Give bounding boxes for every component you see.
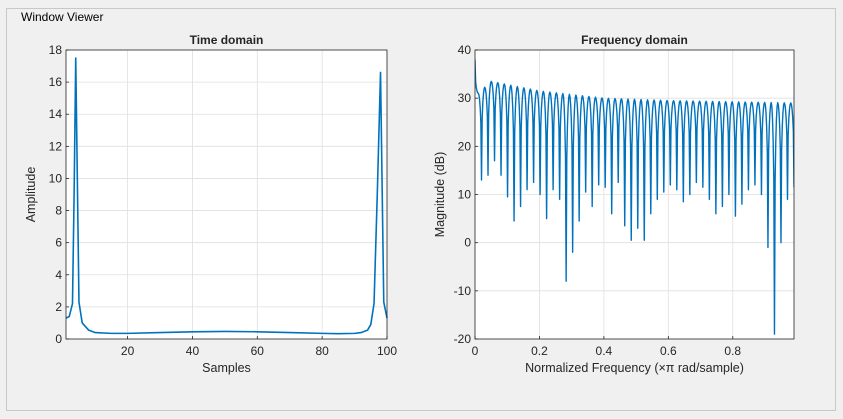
y-tick-label: -20 [454,332,472,346]
y-tick-label: 2 [55,300,62,314]
y-tick-label: -10 [454,284,472,298]
frequency-y-axis-label: Magnitude (dB) [433,152,447,237]
x-tick-label: 20 [121,344,135,358]
time-y-axis-label: Amplitude [24,167,38,223]
x-tick-label: 40 [186,344,200,358]
y-tick-label: 10 [49,171,63,185]
frequency-chart-title: Frequency domain [581,33,688,47]
y-tick-label: 4 [55,268,62,282]
y-tick-label: 0 [464,236,471,250]
y-tick-label: 8 [55,204,62,218]
window-viewer-panel: Window Viewer [6,8,836,411]
y-tick-label: 6 [55,236,62,250]
time-plot-area [66,50,387,339]
y-tick-label: 30 [458,91,472,105]
y-tick-label: 12 [49,139,63,153]
x-tick-label: 0.2 [531,344,548,358]
x-tick-label: 0 [472,344,479,358]
x-tick-label: 60 [251,344,265,358]
y-tick-label: 20 [458,139,472,153]
time-x-axis-label: Samples [202,361,251,375]
time-domain-chart[interactable]: 20 40 60 80 100 0 2 4 6 8 10 12 14 16 18 Time domain Sam… [24,33,397,375]
y-tick-label: 0 [55,332,62,346]
time-domain-series-line [65,57,388,335]
y-tick-label: 14 [49,107,63,121]
y-tick-label: 16 [49,75,63,89]
y-tick-label: 40 [458,43,472,57]
time-axes-box [65,49,388,340]
x-tick-label: 100 [377,344,397,358]
panel-title: Window Viewer [19,10,106,24]
frequency-domain-series-line [475,59,794,335]
frequency-x-axis-label: Normalized Frequency (×π rad/sample) [525,361,744,375]
time-chart-title: Time domain [190,33,264,47]
x-tick-label: 0.6 [660,344,677,358]
y-tick-label: 10 [458,188,472,202]
frequency-domain-chart[interactable]: 0 0.2 0.4 0.6 0.8 -20 -10 0 10 20 30 40 Frequency do… [433,33,795,375]
x-tick-label: 0.4 [596,344,613,358]
y-tick-label: 18 [49,43,63,57]
x-tick-label: 80 [315,344,329,358]
x-tick-label: 0.8 [724,344,741,358]
